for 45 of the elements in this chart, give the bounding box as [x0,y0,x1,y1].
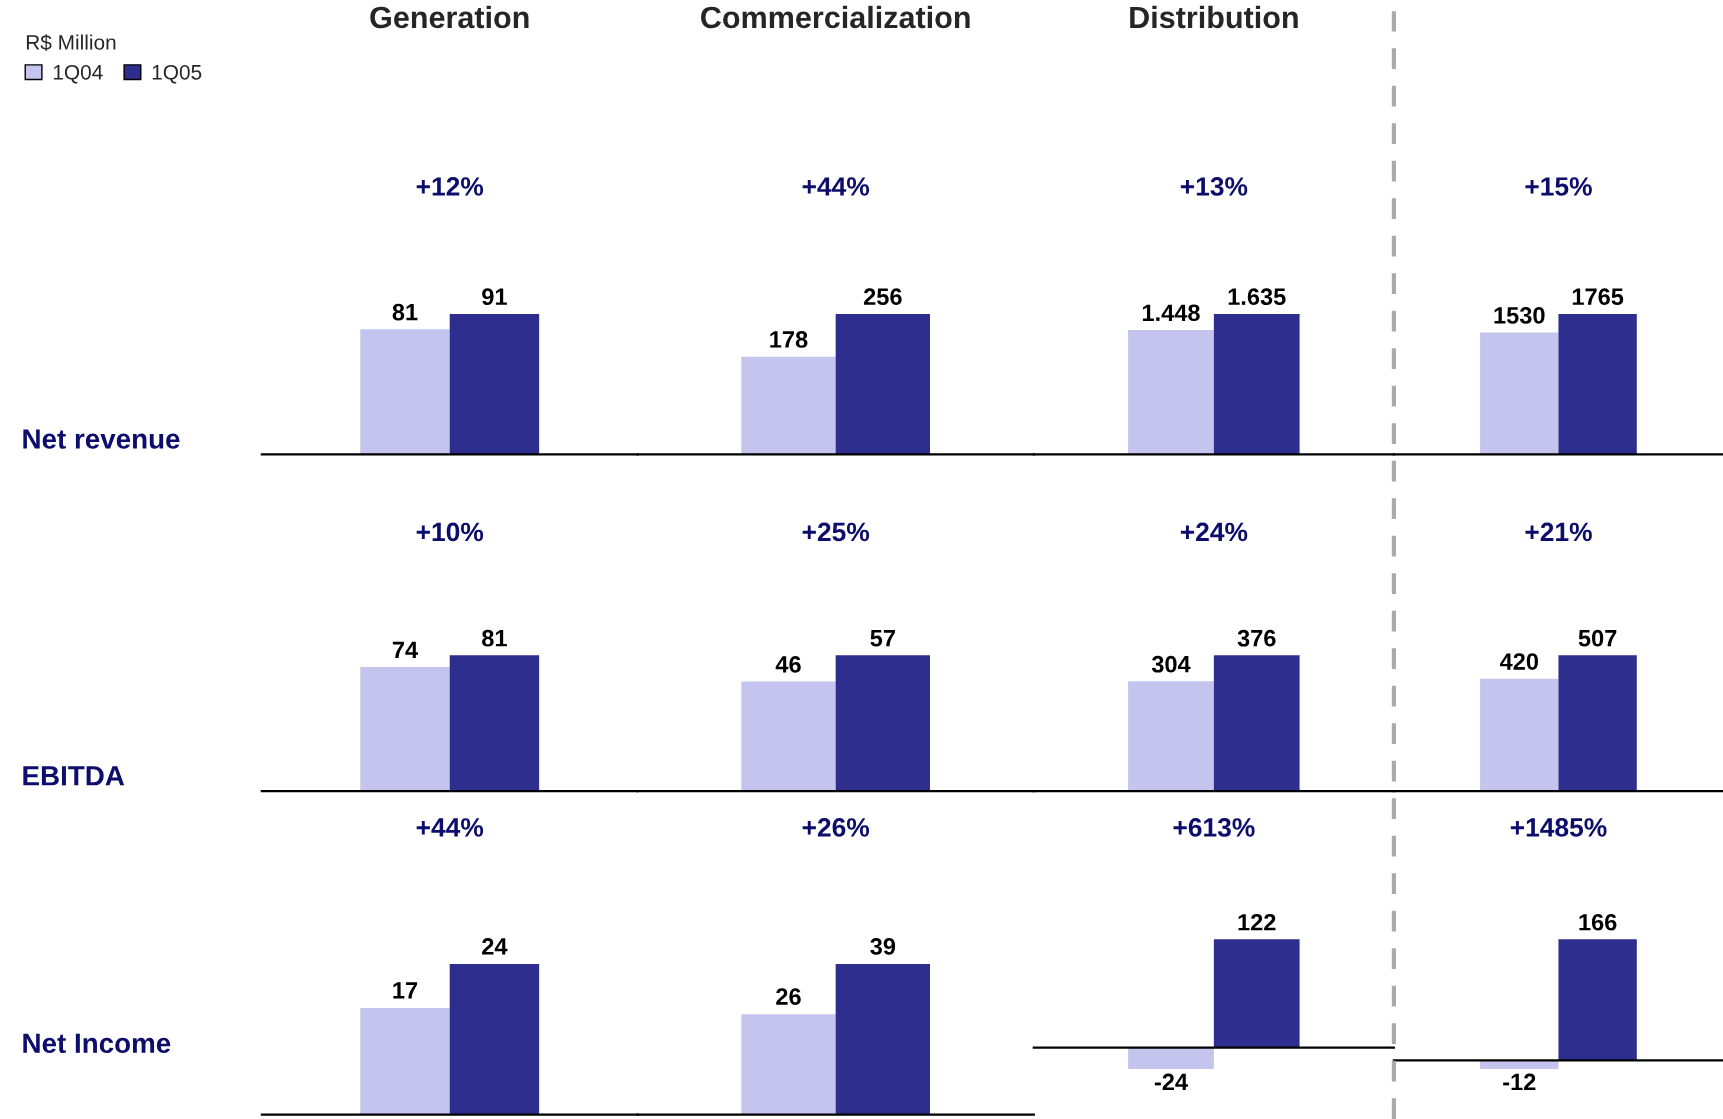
text: +12% [416,177,484,196]
data-label: 256 [863,288,902,306]
data-label: 57 [870,630,895,647]
y-axis-title: Net revenue [23,429,180,449]
data-label: 1.448 [1142,304,1200,322]
data-label: 507 [1578,629,1617,647]
data-label: 1530 [1494,307,1545,324]
data-label: 122 [1238,913,1276,931]
y-axis-title: EBITDA [23,766,125,786]
data-label: 17 [393,982,418,999]
chart-title: Generation [370,5,529,29]
data-label: 166 [1579,913,1617,931]
text: +25% [802,522,870,542]
data-label: -12 [1503,1073,1536,1091]
text: +44% [802,177,870,196]
data-label: 26 [776,988,801,1005]
chart-title: Distribution [1130,5,1298,29]
text: +44% [416,818,484,837]
legend-label: 1Q04 [53,64,103,84]
text: +26% [802,818,870,837]
data-label: 91 [482,288,507,306]
data-label: 1.635 [1228,288,1286,306]
text: +1485% [1510,818,1607,837]
data-label: 74 [392,641,418,659]
data-label: 81 [482,629,507,647]
legend-title: R$ Million [26,34,116,52]
text: +21% [1525,522,1592,542]
data-label: 1765 [1572,288,1624,306]
data-label: 81 [392,303,418,321]
text: +24% [1180,522,1248,542]
text: +13% [1180,177,1248,196]
data-label: 178 [770,331,808,348]
text: +15% [1525,177,1592,196]
data-label: 376 [1237,629,1276,647]
text: +613% [1173,818,1255,837]
data-label: 39 [870,938,896,955]
data-label: 46 [775,656,801,673]
data-label: 420 [1499,653,1539,670]
data-label: 304 [1151,655,1191,673]
y-axis-title: Net Income [23,1033,171,1054]
data-label: 24 [482,938,508,955]
text: +10% [416,522,484,542]
chart-title: Commercialization [701,5,970,29]
legend-label: 1Q05 [152,64,202,84]
data-label: -24 [1154,1073,1188,1091]
